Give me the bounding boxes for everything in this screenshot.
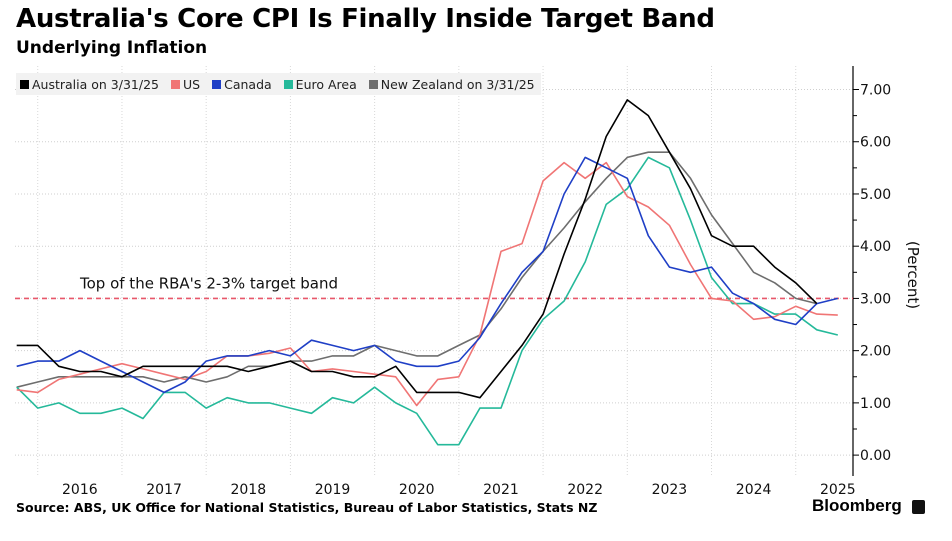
series-line-new-zealand-on-3-31-25 bbox=[16, 151, 817, 388]
x-tick-label: 2019 bbox=[315, 482, 351, 498]
legend-label: Canada bbox=[224, 76, 272, 92]
x-tick-label: 2025 bbox=[820, 482, 856, 498]
legend-item: New Zealand on 3/31/25 bbox=[368, 76, 535, 92]
legend-swatch bbox=[283, 79, 293, 89]
y-tick-label: 0.00 bbox=[860, 448, 891, 464]
x-tick-label: 2017 bbox=[146, 482, 182, 498]
bloomberg-chart-icon bbox=[912, 500, 925, 514]
target-band-label: Top of the RBA's 2-3% target band bbox=[79, 274, 338, 292]
y-tick-label: 6.00 bbox=[860, 135, 891, 151]
x-tick-label: 2023 bbox=[652, 482, 688, 498]
legend-item: Canada bbox=[212, 77, 272, 92]
x-tick-label: 2021 bbox=[483, 482, 519, 498]
legend-item: US bbox=[171, 77, 200, 92]
series-line-australia-on-3-31-25 bbox=[16, 99, 818, 399]
legend-item: Australia on 3/31/25 bbox=[20, 77, 159, 92]
x-tick-label: 2016 bbox=[62, 482, 98, 498]
source-note: Source: ABS, UK Office for National Stat… bbox=[16, 500, 598, 515]
x-tick-label: 2018 bbox=[230, 482, 266, 498]
chart-legend: Australia on 3/31/25 US Canada Euro Area New… bbox=[16, 73, 541, 95]
y-tick-label: 1.00 bbox=[860, 396, 891, 412]
y-tick-label: 2.00 bbox=[860, 344, 891, 360]
legend-label: US bbox=[183, 76, 201, 92]
legend-swatch bbox=[20, 79, 29, 89]
y-tick-label: 4.00 bbox=[860, 239, 891, 255]
series-line-canada bbox=[16, 156, 838, 394]
x-tick-label: 2020 bbox=[399, 482, 435, 498]
legend-label: Australia on 3/31/25 bbox=[32, 76, 159, 92]
legend-swatch bbox=[171, 79, 180, 89]
chart-title: Australia's Core CPI Is Finally Inside T… bbox=[16, 4, 715, 34]
y-tick-label: 3.00 bbox=[860, 291, 891, 307]
legend-label: Euro Area bbox=[295, 76, 357, 92]
y-tick-label: 7.00 bbox=[860, 83, 891, 99]
chart-subtitle: Underlying Inflation bbox=[16, 38, 208, 58]
y-tick-label: 5.00 bbox=[860, 187, 891, 203]
bloomberg-logo: Bloomberg bbox=[812, 496, 902, 515]
legend-label: New Zealand on 3/31/25 bbox=[380, 76, 535, 92]
y-axis-label: (Percent) bbox=[904, 241, 922, 309]
legend-swatch bbox=[368, 79, 378, 89]
legend-swatch bbox=[212, 79, 222, 89]
legend-item: Euro Area bbox=[283, 76, 357, 92]
series-line-euro-area bbox=[16, 156, 838, 446]
x-tick-label: 2024 bbox=[736, 482, 772, 498]
x-tick-label: 2022 bbox=[567, 482, 603, 498]
